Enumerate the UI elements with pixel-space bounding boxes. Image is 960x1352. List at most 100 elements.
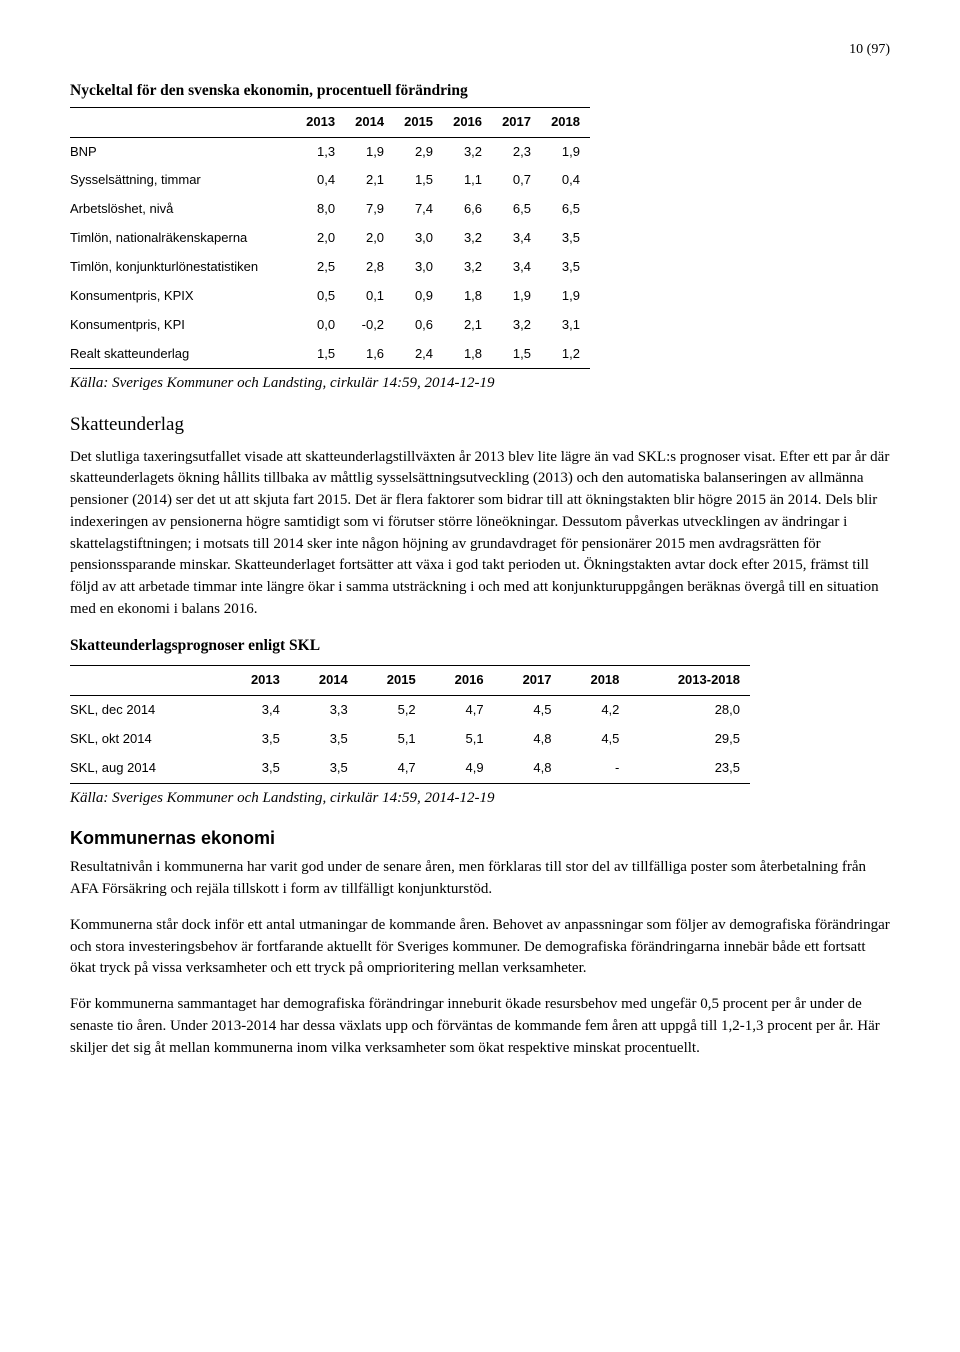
table2-h0 bbox=[70, 666, 222, 696]
table1-h4: 2016 bbox=[443, 107, 492, 137]
table1-row: Realt skatteunderlag1,51,62,41,81,51,2 bbox=[70, 340, 590, 369]
table1-cell: 2,4 bbox=[394, 340, 443, 369]
table2-cell: 4,5 bbox=[494, 695, 562, 724]
table2-cell: 4,5 bbox=[561, 725, 629, 754]
table1-cell: 1,8 bbox=[443, 340, 492, 369]
table2-cell: 5,2 bbox=[358, 695, 426, 724]
table1-cell: 0,4 bbox=[296, 166, 345, 195]
table2-cell: 4,7 bbox=[358, 754, 426, 783]
table1-row: Konsumentpris, KPI0,0-0,20,62,13,23,1 bbox=[70, 311, 590, 340]
table1-cell: 6,6 bbox=[443, 195, 492, 224]
table1-cell: 0,7 bbox=[492, 166, 541, 195]
table2-cell: 3,4 bbox=[222, 695, 290, 724]
table1-cell: 0,9 bbox=[394, 282, 443, 311]
table2-cell: SKL, aug 2014 bbox=[70, 754, 222, 783]
table1-cell: 3,4 bbox=[492, 224, 541, 253]
table1-cell: Arbetslöshet, nivå bbox=[70, 195, 296, 224]
kommunernas-p2: Kommunerna står dock inför ett antal utm… bbox=[70, 915, 890, 980]
table1-row: Arbetslöshet, nivå8,07,97,46,66,56,5 bbox=[70, 195, 590, 224]
table1-row: Timlön, konjunkturlönestatistiken2,52,83… bbox=[70, 253, 590, 282]
table1-cell: 3,4 bbox=[492, 253, 541, 282]
table1-cell: 1,2 bbox=[541, 340, 590, 369]
table2-cell: SKL, dec 2014 bbox=[70, 695, 222, 724]
table1-h0 bbox=[70, 107, 296, 137]
table1-cell: 1,9 bbox=[492, 282, 541, 311]
table1-row: BNP1,31,92,93,22,31,9 bbox=[70, 137, 590, 166]
table2-cell: 4,8 bbox=[494, 725, 562, 754]
table2-h4: 2016 bbox=[426, 666, 494, 696]
table1-cell: Konsumentpris, KPIX bbox=[70, 282, 296, 311]
table2-cell: 23,5 bbox=[629, 754, 750, 783]
table2-h5: 2017 bbox=[494, 666, 562, 696]
table1-cell: 1,9 bbox=[541, 137, 590, 166]
table1-cell: 3,1 bbox=[541, 311, 590, 340]
table2-header-row: 2013 2014 2015 2016 2017 2018 2013-2018 bbox=[70, 666, 750, 696]
kommunernas-p3: För kommunerna sammantaget har demografi… bbox=[70, 994, 890, 1059]
table1-cell: 8,0 bbox=[296, 195, 345, 224]
table1-cell: 1,5 bbox=[394, 166, 443, 195]
table2-h3: 2015 bbox=[358, 666, 426, 696]
table2-cell: 3,5 bbox=[290, 754, 358, 783]
table1-cell: 2,0 bbox=[296, 224, 345, 253]
heading-kommunernas: Kommunernas ekonomi bbox=[70, 825, 890, 851]
table1-cell: 1,5 bbox=[296, 340, 345, 369]
table1-cell: 2,0 bbox=[345, 224, 394, 253]
table1-h1: 2013 bbox=[296, 107, 345, 137]
table-nyckeltal: 2013 2014 2015 2016 2017 2018 BNP1,31,92… bbox=[70, 107, 590, 370]
table1-cell: 2,3 bbox=[492, 137, 541, 166]
table2-cell: 3,5 bbox=[222, 754, 290, 783]
table2-cell: - bbox=[561, 754, 629, 783]
table1-cell: Timlön, konjunkturlönestatistiken bbox=[70, 253, 296, 282]
table1-cell: 1,3 bbox=[296, 137, 345, 166]
table1-cell: 7,4 bbox=[394, 195, 443, 224]
table-skatteunderlagsprognoser: 2013 2014 2015 2016 2017 2018 2013-2018 … bbox=[70, 665, 750, 783]
table1-row: Timlön, nationalräkenskaperna2,02,03,03,… bbox=[70, 224, 590, 253]
table1-cell: 3,2 bbox=[492, 311, 541, 340]
table2-cell: SKL, okt 2014 bbox=[70, 725, 222, 754]
table1-title: Nyckeltal för den svenska ekonomin, proc… bbox=[70, 80, 890, 102]
skatteunderlag-body: Det slutliga taxeringsutfallet visade at… bbox=[70, 447, 890, 621]
table1-cell: 6,5 bbox=[541, 195, 590, 224]
table1-cell: 3,5 bbox=[541, 224, 590, 253]
table1-cell: 2,9 bbox=[394, 137, 443, 166]
table1-cell: Timlön, nationalräkenskaperna bbox=[70, 224, 296, 253]
table2-row: SKL, okt 20143,53,55,15,14,84,529,5 bbox=[70, 725, 750, 754]
table2-source: Källa: Sveriges Kommuner och Landsting, … bbox=[70, 788, 890, 810]
table2-h7: 2013-2018 bbox=[629, 666, 750, 696]
page-number: 10 (97) bbox=[70, 40, 890, 60]
table1-cell: 0,0 bbox=[296, 311, 345, 340]
table1-cell: 7,9 bbox=[345, 195, 394, 224]
table1-cell: 6,5 bbox=[492, 195, 541, 224]
table1-row: Konsumentpris, KPIX0,50,10,91,81,91,9 bbox=[70, 282, 590, 311]
table1-cell: 2,8 bbox=[345, 253, 394, 282]
table1-cell: 1,6 bbox=[345, 340, 394, 369]
table1-cell: BNP bbox=[70, 137, 296, 166]
table1-source: Källa: Sveriges Kommuner och Landsting, … bbox=[70, 373, 890, 395]
table1-cell: 1,5 bbox=[492, 340, 541, 369]
table2-h1: 2013 bbox=[222, 666, 290, 696]
table1-cell: 1,8 bbox=[443, 282, 492, 311]
table1-h5: 2017 bbox=[492, 107, 541, 137]
table1-cell: 0,5 bbox=[296, 282, 345, 311]
table1-cell: 3,0 bbox=[394, 224, 443, 253]
table1-h3: 2015 bbox=[394, 107, 443, 137]
kommunernas-p1: Resultatnivån i kommunerna har varit god… bbox=[70, 857, 890, 901]
table2-cell: 29,5 bbox=[629, 725, 750, 754]
table1-cell: 1,9 bbox=[345, 137, 394, 166]
table1-row: Sysselsättning, timmar0,42,11,51,10,70,4 bbox=[70, 166, 590, 195]
table1-cell: -0,2 bbox=[345, 311, 394, 340]
table1-h6: 2018 bbox=[541, 107, 590, 137]
table2-cell: 4,2 bbox=[561, 695, 629, 724]
table1-cell: 3,2 bbox=[443, 137, 492, 166]
table1-cell: 3,2 bbox=[443, 253, 492, 282]
table1-cell: 2,1 bbox=[345, 166, 394, 195]
table2-cell: 4,9 bbox=[426, 754, 494, 783]
table2-row: SKL, dec 20143,43,35,24,74,54,228,0 bbox=[70, 695, 750, 724]
table1-cell: 1,9 bbox=[541, 282, 590, 311]
table1-cell: 3,5 bbox=[541, 253, 590, 282]
table2-cell: 3,5 bbox=[222, 725, 290, 754]
table2-cell: 5,1 bbox=[426, 725, 494, 754]
table1-cell: Realt skatteunderlag bbox=[70, 340, 296, 369]
table1-header-row: 2013 2014 2015 2016 2017 2018 bbox=[70, 107, 590, 137]
table2-h6: 2018 bbox=[561, 666, 629, 696]
